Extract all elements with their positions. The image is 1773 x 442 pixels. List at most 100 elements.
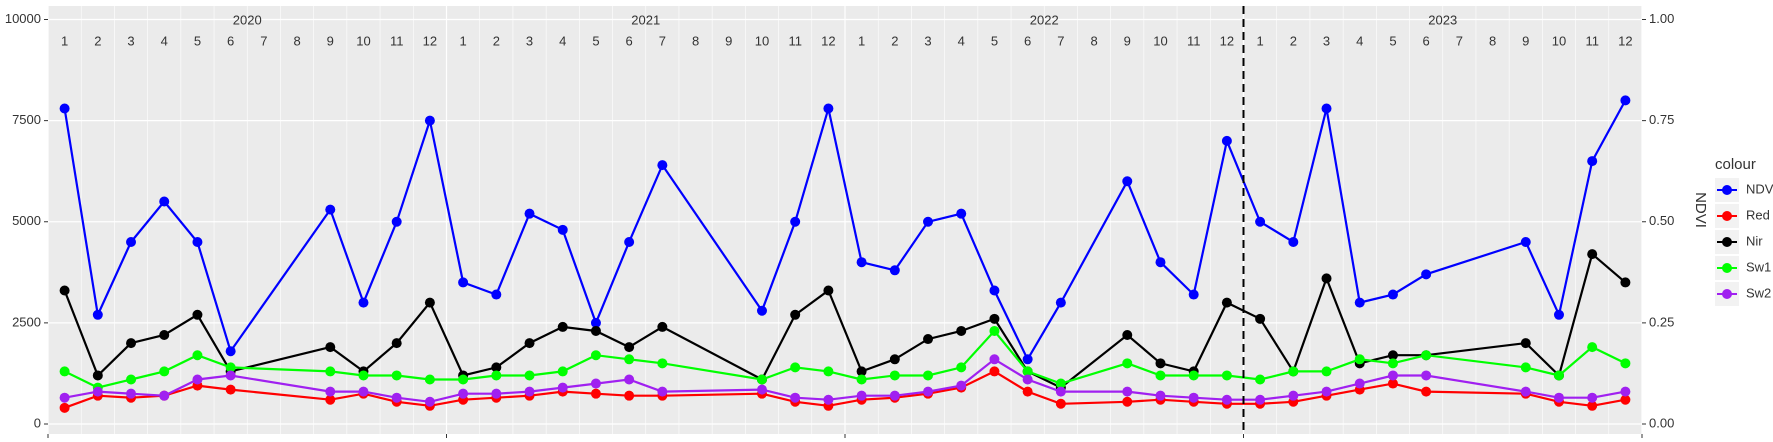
point [424,297,435,308]
point [624,236,635,247]
point [1221,297,1232,308]
point [790,216,801,227]
point [1188,370,1199,381]
month-label: 11 [1187,33,1201,48]
point [59,366,70,377]
point [557,321,568,332]
y-tick-label: 10000 [5,11,41,26]
point [557,382,568,393]
month-label: 7 [260,33,267,48]
point [1122,176,1133,187]
point [92,370,103,381]
point [491,370,502,381]
point [889,390,900,401]
point [657,160,668,171]
point [325,204,336,215]
month-label: 4 [161,33,168,48]
legend-label: Nir [1746,233,1763,248]
point [126,236,137,247]
year-label: 2021 [631,12,660,27]
y-tick-label: 7500 [12,112,41,127]
point [225,346,236,357]
point [391,338,402,349]
point [424,115,435,126]
y2-tick-label: 0.25 [1649,314,1674,329]
point [1055,378,1066,389]
point [823,285,834,296]
month-label: 6 [227,33,234,48]
point [1188,289,1199,300]
point [956,325,967,336]
point [1321,386,1332,397]
point [1553,370,1564,381]
grid [47,6,1643,434]
point [325,366,336,377]
point [159,196,170,207]
month-label: 2 [493,33,500,48]
point [391,216,402,227]
point [923,334,934,345]
point [1421,370,1432,381]
month-label: 12 [1220,33,1234,48]
point [225,370,236,381]
point [590,378,601,389]
year-label: 2022 [1030,12,1059,27]
point [1387,370,1398,381]
point [1620,358,1631,369]
point [59,103,70,114]
point [524,208,535,219]
point [1288,366,1299,377]
point [989,285,1000,296]
month-label: 9 [1522,33,1529,48]
point [956,380,967,391]
point [1354,297,1365,308]
point [159,366,170,377]
point [59,285,70,296]
point [989,354,1000,365]
point [1387,358,1398,369]
point [1255,374,1266,385]
point [1221,135,1232,146]
point [1122,396,1133,407]
point [491,362,502,373]
point [856,257,867,268]
point [524,370,535,381]
month-label: 3 [526,33,533,48]
point [1387,378,1398,389]
marks [59,95,1631,413]
point [956,208,967,219]
point [1155,257,1166,268]
month-label: 2 [94,33,101,48]
month-label: 6 [626,33,633,48]
point [192,374,203,385]
month-label: 3 [127,33,134,48]
month-label: 5 [991,33,998,48]
point [92,309,103,320]
point [458,388,469,399]
point [624,342,635,353]
point [790,309,801,320]
point [225,362,236,373]
point [1055,398,1066,409]
point [1520,338,1531,349]
point [325,386,336,397]
point [790,392,801,403]
point [1387,350,1398,361]
point [491,289,502,300]
month-label: 9 [1124,33,1131,48]
month-label: 12 [821,33,835,48]
month-label: 11 [390,33,404,48]
point [624,374,635,385]
legend-point [1722,289,1732,299]
point [790,362,801,373]
point [126,374,137,385]
point [391,370,402,381]
month-label: 3 [1323,33,1330,48]
point [1022,366,1033,377]
point [1288,236,1299,247]
month-label: 10 [1552,33,1566,48]
point [1255,216,1266,227]
point [657,386,668,397]
